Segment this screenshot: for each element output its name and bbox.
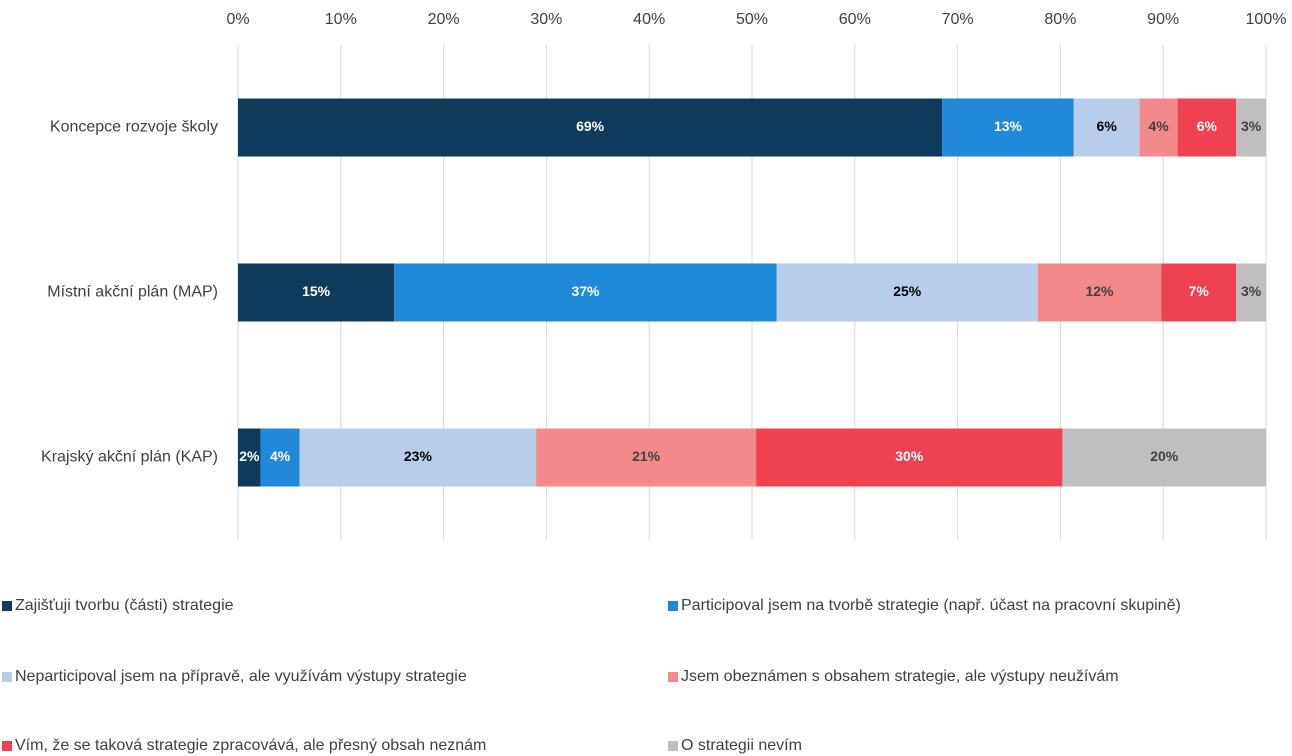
bar-segment [1073, 98, 1140, 157]
bar-segment [942, 98, 1074, 157]
bar-segment [1236, 263, 1266, 322]
legend-label: Neparticipoval jsem na přípravě, ale vyu… [15, 668, 467, 685]
x-tick-label: 100% [1246, 11, 1287, 28]
x-tick-label: 30% [530, 11, 562, 28]
data-label: 3% [1241, 283, 1262, 299]
data-label: 23% [404, 448, 433, 464]
bar-segment [756, 428, 1063, 487]
data-label: 7% [1189, 283, 1210, 299]
data-label: 6% [1197, 118, 1218, 134]
x-tick-label: 60% [839, 11, 871, 28]
y-tick-label: Místní akční plán (MAP) [47, 284, 218, 301]
data-label: 25% [893, 283, 922, 299]
bar-segment [1062, 428, 1266, 487]
data-label: 30% [895, 448, 924, 464]
bar-segment [238, 263, 395, 322]
bar-segment [776, 263, 1038, 322]
x-tick-label: 50% [736, 11, 768, 28]
data-label: 69% [576, 118, 605, 134]
data-label: 4% [270, 448, 291, 464]
legend-swatch [2, 601, 12, 611]
legend-swatch [668, 601, 678, 611]
data-label: 2% [239, 448, 260, 464]
bar-segment [238, 98, 943, 157]
legend-swatch [668, 741, 678, 751]
legend-swatch [668, 672, 678, 682]
bar-segment [1236, 98, 1266, 157]
legend-label: Jsem obeznámen s obsahem strategie, ale … [681, 668, 1119, 685]
data-label: 4% [1148, 118, 1169, 134]
data-label: 21% [632, 448, 661, 464]
x-tick-label: 70% [942, 11, 974, 28]
legend-label: Participoval jsem na tvorbě strategie (n… [681, 597, 1181, 614]
legend-swatch [2, 672, 12, 682]
bar-segment [260, 428, 300, 487]
bar-segment [299, 428, 537, 487]
x-tick-label: 80% [1044, 11, 1076, 28]
x-tick-label: 20% [428, 11, 460, 28]
bar-segment [536, 428, 757, 487]
data-label: 6% [1097, 118, 1118, 134]
bar-segment [1037, 263, 1162, 322]
y-tick-label: Krajský akční plán (KAP) [41, 449, 218, 466]
x-tick-label: 40% [633, 11, 665, 28]
data-label: 3% [1241, 118, 1262, 134]
bar-segment [238, 428, 261, 487]
bar-segment [1177, 98, 1237, 157]
y-tick-label: Koncepce rozvoje školy [50, 119, 218, 136]
legend-label: O strategii nevím [681, 737, 802, 754]
x-tick-label: 90% [1147, 11, 1179, 28]
x-tick-label: 10% [325, 11, 357, 28]
legend-label: Vím, že se taková strategie zpracovává, … [15, 737, 486, 754]
legend-label: Zajišťuji tvorbu (části) strategie [15, 597, 234, 614]
bar-segment [1161, 263, 1237, 322]
bar-segment [1139, 98, 1178, 157]
bar-segment [394, 263, 777, 322]
legend-swatch [2, 741, 12, 751]
x-tick-label: 0% [226, 11, 249, 28]
data-label: 20% [1150, 448, 1179, 464]
data-label: 12% [1085, 283, 1114, 299]
data-label: 37% [571, 283, 600, 299]
data-label: 15% [302, 283, 331, 299]
data-label: 13% [994, 118, 1023, 134]
